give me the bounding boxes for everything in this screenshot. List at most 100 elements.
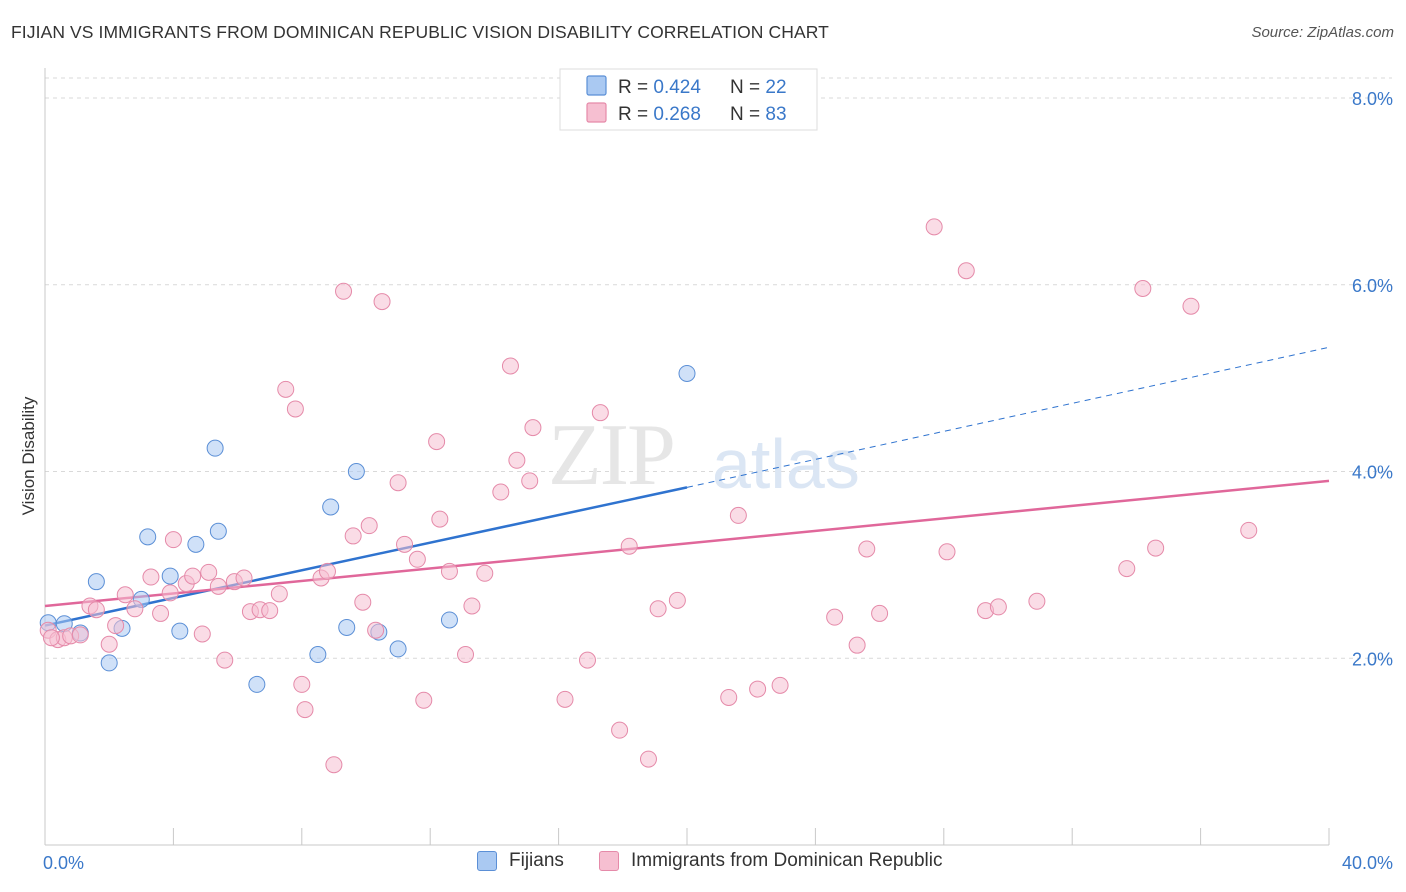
legend-swatch-dominican: [586, 102, 607, 123]
dominican-point: [354, 593, 372, 611]
fijian-point: [161, 567, 179, 585]
dominican-point: [620, 537, 638, 555]
dominican-point: [957, 262, 975, 280]
dominican-point: [200, 563, 218, 581]
dominican-point: [296, 701, 314, 719]
dominican-point: [1118, 560, 1136, 578]
legend-r-label-1: R =: [618, 77, 653, 98]
dominican-point: [235, 569, 253, 587]
y-axis-label: Vision Disability: [19, 396, 38, 515]
dominican-point: [649, 600, 667, 618]
dominican-point: [858, 540, 876, 558]
dominican-point: [729, 506, 747, 524]
dominican-point: [508, 451, 526, 469]
legend-r-value-2: 0.268: [653, 104, 701, 125]
fijian-point: [139, 528, 157, 546]
dominican-point: [521, 472, 539, 490]
watermark-atlas: atlas: [712, 425, 860, 503]
dominican-point: [126, 600, 144, 618]
dominican-point: [408, 550, 426, 568]
fijian-point: [678, 364, 696, 382]
y-tick-label: 6.0%: [1352, 276, 1393, 296]
dominican-point: [216, 651, 234, 669]
bottom-legend-label-fijians: Fijians: [509, 850, 564, 871]
fijian-point: [440, 611, 458, 629]
dominican-point: [1240, 521, 1258, 539]
dominican-point: [826, 608, 844, 626]
dominican-point: [261, 602, 279, 620]
dominican-point: [335, 282, 353, 300]
dominican-point: [142, 568, 160, 586]
fijian-point: [248, 675, 266, 693]
dominican-point: [277, 380, 295, 398]
fijian-point: [171, 622, 189, 640]
dominican-point: [270, 585, 288, 603]
dominican-point: [100, 635, 118, 653]
bottom-legend-item-dominican: Immigrants from Dominican Republic: [599, 850, 943, 872]
dominican-point: [71, 626, 89, 644]
dominican-point: [152, 604, 170, 622]
dominican-point: [989, 598, 1007, 616]
bottom-legend-swatch-dominican: [599, 851, 619, 871]
dominican-point: [373, 293, 391, 311]
dominican-point: [389, 474, 407, 492]
fijian-point: [100, 654, 118, 672]
dominican-point: [184, 567, 202, 585]
svg-text:N = 22: N = 22: [730, 77, 787, 98]
dominican-point: [318, 562, 336, 580]
dominican-point: [116, 586, 134, 604]
dominican-point: [771, 676, 789, 694]
dominican-point: [367, 621, 385, 639]
bottom-legend-swatch-fijians: [477, 851, 497, 871]
dominican-point: [431, 510, 449, 528]
dominican-point: [578, 651, 596, 669]
dominican-point: [556, 690, 574, 708]
dominican-point: [325, 756, 343, 774]
y-tick-label: 8.0%: [1352, 89, 1393, 109]
y-tick-label: 2.0%: [1352, 649, 1393, 669]
bottom-legend-label-dominican: Immigrants from Dominican Republic: [631, 850, 943, 871]
bottom-legend-item-fijians: Fijians: [477, 850, 564, 872]
y-tick-label: 4.0%: [1352, 463, 1393, 483]
fijian-point: [338, 618, 356, 636]
legend-n-label-2: N =: [730, 104, 765, 125]
dominican-point: [107, 617, 125, 635]
x-tick-label-min: 0.0%: [43, 853, 84, 873]
dominican-point: [161, 584, 179, 602]
svg-text:R = 0.268: R = 0.268: [618, 104, 701, 125]
dominican-point: [1134, 279, 1152, 297]
dominican-point: [871, 604, 889, 622]
fijian-point: [209, 522, 227, 540]
fijian-trend-line: [44, 486, 688, 627]
dominican-point: [428, 433, 446, 451]
watermark: ZIP atlas: [548, 407, 860, 504]
dominican-point: [1182, 297, 1200, 315]
axis-layer: 2.0% 4.0% 6.0% 8.0% 0.0% 40.0%: [43, 68, 1393, 873]
dominican-point: [164, 531, 182, 549]
dominican-point: [209, 577, 227, 595]
legend-r-value-1: 0.424: [653, 77, 701, 98]
dominican-point: [611, 721, 629, 739]
dominican-point: [344, 527, 362, 545]
dominican-point: [524, 419, 542, 437]
dominican-point: [193, 625, 211, 643]
dominican-point: [639, 750, 657, 768]
dominican-point: [87, 601, 105, 619]
dominican-point: [415, 691, 433, 709]
dominican-point: [848, 636, 866, 654]
dominican-trend-line: [44, 479, 1330, 608]
bottom-legend: Fijians Immigrants from Dominican Republ…: [0, 850, 1406, 878]
points-layer: [39, 218, 1258, 774]
dominican-point: [720, 688, 738, 706]
fijian-point: [309, 646, 327, 664]
fijian-point: [347, 463, 365, 481]
fijian-point: [206, 439, 224, 457]
watermark-zip: ZIP: [548, 407, 674, 504]
dominican-point: [440, 562, 458, 580]
dominican-point: [591, 404, 609, 422]
trend-layer: [44, 346, 1330, 627]
chart-title: FIJIAN VS IMMIGRANTS FROM DOMINICAN REPU…: [11, 22, 829, 42]
fijian-point: [389, 640, 407, 658]
fijian-point: [187, 535, 205, 553]
legend-n-value-2: 83: [765, 104, 786, 125]
